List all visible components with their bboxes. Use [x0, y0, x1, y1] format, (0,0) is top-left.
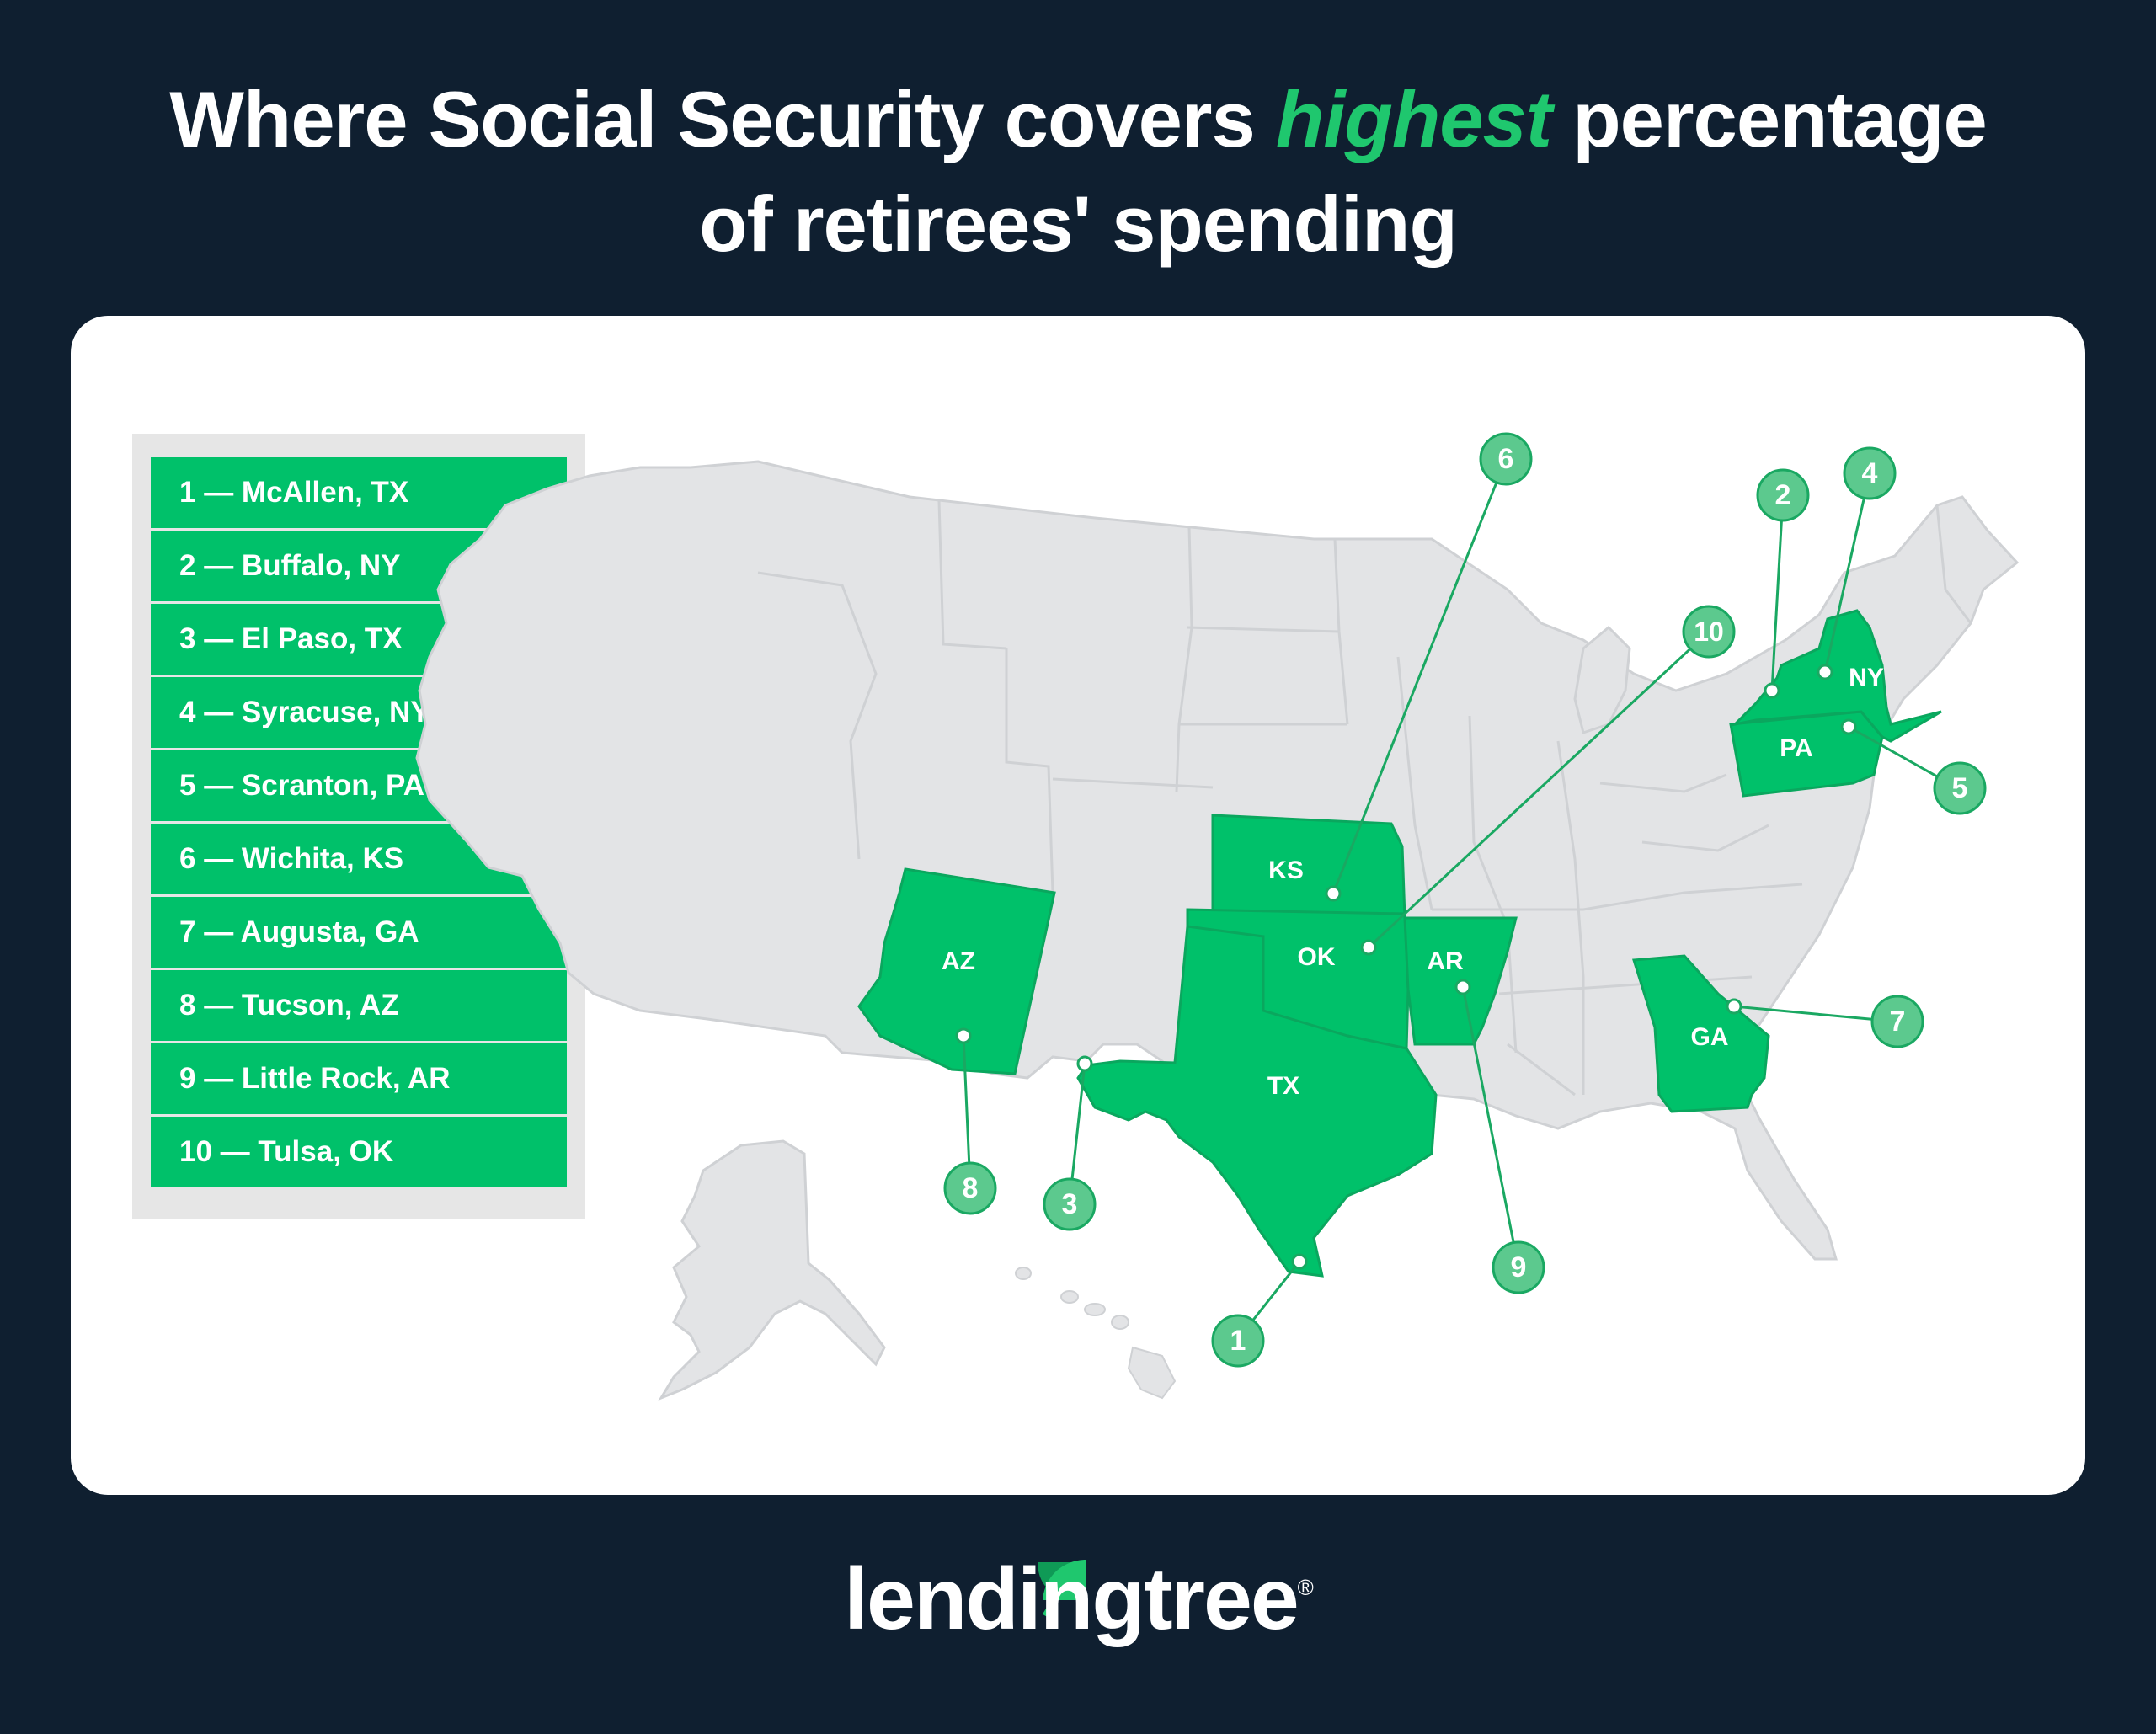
location-dot — [1325, 885, 1342, 902]
legend-item: 1 — McAllen, TX — [151, 457, 567, 528]
legend-item: 8 — Tucson, AZ — [151, 970, 567, 1041]
rank-badge-label: 1 — [1230, 1325, 1246, 1357]
state-borders — [757, 500, 1972, 1096]
rank-badge-label: 5 — [1952, 772, 1968, 804]
location-dot — [1360, 939, 1377, 956]
state-label-pa: PA — [1780, 734, 1812, 762]
rank-badge-7 — [1870, 995, 1924, 1048]
lendingtree-logo: lendingtree® — [0, 1550, 2156, 1650]
title-line-1: Where Social Security covers highest per… — [169, 75, 1988, 163]
rank-badge-label: 6 — [1498, 443, 1514, 475]
title-line-2: of retirees' spending — [699, 179, 1458, 268]
rank-badge-label: 8 — [963, 1172, 979, 1204]
location-dot — [955, 1027, 972, 1044]
state-label-ok: OK — [1298, 943, 1336, 971]
location-dot — [1817, 664, 1833, 680]
legend-item: 7 — Augusta, GA — [151, 897, 567, 968]
leader-lines — [962, 458, 1959, 1340]
rank-badge-4 — [1843, 446, 1897, 500]
location-dot — [1840, 718, 1857, 735]
rank-badge-9 — [1492, 1240, 1545, 1294]
location-dot — [1726, 998, 1742, 1015]
leaf-icon — [1038, 1560, 1086, 1617]
location-dot — [1291, 1253, 1308, 1270]
state-ny — [1731, 609, 1942, 743]
location-dot — [1076, 1055, 1093, 1072]
rank-badge-5 — [1933, 761, 1987, 815]
state-label-tx: TX — [1267, 1072, 1299, 1100]
rank-badge-8 — [943, 1161, 997, 1215]
michigan — [1573, 625, 1631, 734]
state-az — [857, 867, 1056, 1075]
legend-item: 10 — Tulsa, OK — [151, 1117, 567, 1187]
hawaii — [1015, 1267, 1177, 1400]
legend-item: 9 — Little Rock, AR — [151, 1043, 567, 1114]
brand-wordmark: lendingtree — [844, 1550, 1299, 1648]
location-dot — [1454, 979, 1471, 995]
rank-badge-label: 2 — [1775, 479, 1791, 511]
registered-mark: ® — [1297, 1575, 1314, 1600]
rank-badge-label: 10 — [1694, 616, 1724, 647]
rank-badge-label: 9 — [1511, 1251, 1527, 1283]
rank-badge-10 — [1682, 605, 1736, 659]
state-label-az: AZ — [942, 947, 975, 975]
rank-badge-label: 4 — [1862, 457, 1878, 489]
page-title: Where Social Security covers highest per… — [0, 67, 2156, 276]
rank-badge-1 — [1211, 1314, 1265, 1368]
location-dots — [955, 664, 1857, 1270]
rank-badge-2 — [1756, 468, 1810, 522]
state-label-ny: NY — [1849, 664, 1884, 691]
state-ga — [1632, 954, 1770, 1113]
alaska — [658, 1139, 886, 1401]
rank-badge-label: 7 — [1890, 1006, 1906, 1038]
rank-badge-3 — [1043, 1177, 1097, 1231]
title-highlight: highest — [1275, 75, 1552, 163]
state-label-ks: KS — [1268, 856, 1304, 884]
rank-badge-label: 3 — [1062, 1188, 1078, 1220]
rank-badge-6 — [1479, 432, 1533, 486]
state-label-ar: AR — [1427, 947, 1464, 975]
location-dot — [1764, 682, 1780, 699]
state-ks — [1211, 814, 1406, 920]
state-tx — [1076, 925, 1438, 1278]
state-label-ga: GA — [1691, 1023, 1729, 1051]
